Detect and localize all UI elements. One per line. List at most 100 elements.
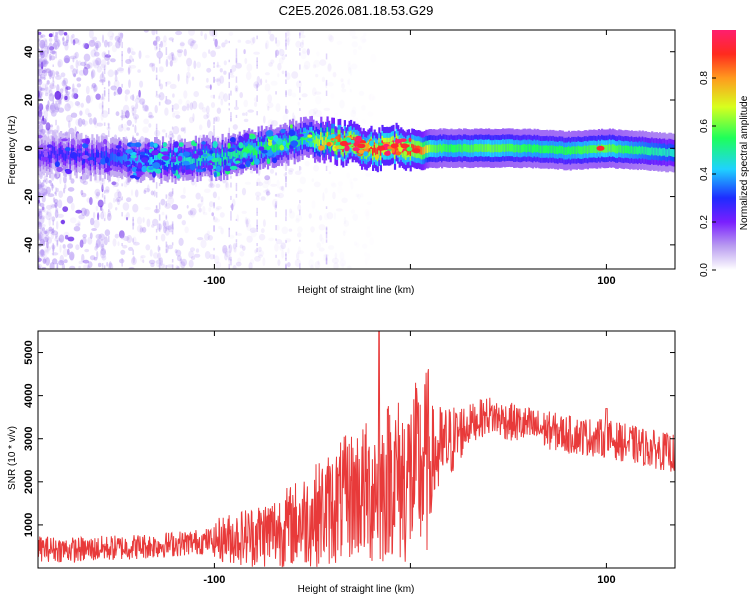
noise-blob <box>303 60 311 70</box>
colorbar-tick-label: 0.8 <box>699 71 710 85</box>
noise-blob <box>172 93 175 98</box>
noise-streak <box>235 48 238 56</box>
noise-streak <box>56 263 59 269</box>
ridge-blob <box>173 146 179 153</box>
noise-blob <box>338 181 343 186</box>
ridge-blob <box>235 160 241 164</box>
noise-streak <box>285 111 287 114</box>
ridge-cell <box>91 149 94 158</box>
ridge-blob <box>330 133 336 139</box>
noise-blob <box>133 114 139 120</box>
ridge-blob <box>116 152 121 157</box>
noise-blob <box>63 187 66 194</box>
ridge-cell <box>669 148 673 156</box>
noise-blob <box>113 79 120 88</box>
noise-blob <box>232 124 238 130</box>
noise-streak <box>235 193 238 198</box>
noise-blob <box>200 199 204 206</box>
noise-blob <box>71 92 77 99</box>
noise-blob <box>270 80 278 86</box>
noise-streak <box>213 38 215 42</box>
noise-blob <box>191 76 195 81</box>
noise-blob <box>253 97 258 102</box>
noise-blob <box>249 169 254 174</box>
noise-blob <box>361 105 366 111</box>
ridge-cell <box>100 150 103 159</box>
noise-streak <box>101 93 104 100</box>
noise-blob <box>91 69 96 78</box>
noise-blob <box>38 230 41 239</box>
ridge-cell <box>235 153 238 161</box>
noise-blob <box>183 90 188 99</box>
ridge-cell <box>157 154 160 163</box>
noise-streak <box>158 57 161 64</box>
noise-blob <box>96 60 101 66</box>
noise-streak <box>299 108 301 111</box>
noise-blob <box>379 70 383 77</box>
noise-blob <box>38 215 45 225</box>
noise-blob <box>219 75 225 84</box>
ridge-cell <box>557 146 560 155</box>
noise-streak <box>228 127 230 133</box>
noise-blob <box>255 191 262 197</box>
noise-blob <box>142 259 145 264</box>
ridge-cell <box>522 144 525 152</box>
noise-blob <box>63 184 67 190</box>
ridge-blob <box>309 140 313 148</box>
noise-blob <box>245 111 248 117</box>
noise-blob <box>38 129 46 135</box>
noise-blob <box>188 250 195 259</box>
noise-blob <box>169 83 177 89</box>
ridge-cell <box>227 148 230 157</box>
noise-blob <box>297 101 300 106</box>
ridge-cell <box>644 146 647 155</box>
ridge-cell <box>553 146 557 154</box>
ridge-cell <box>318 139 321 148</box>
noise-blob <box>42 236 49 243</box>
noise-blob <box>90 38 95 44</box>
noise-blob <box>38 121 41 125</box>
noise-blob <box>38 123 44 133</box>
noise-blob <box>158 66 164 73</box>
ridge-blob <box>177 155 183 162</box>
ridge-cell <box>491 144 494 153</box>
noise-blob <box>111 44 117 53</box>
noise-blob <box>38 255 41 263</box>
ridge-cell <box>66 151 69 159</box>
noise-blob <box>80 189 84 196</box>
noise-blob <box>88 30 94 39</box>
noise-streak <box>155 47 158 50</box>
noise-streak <box>275 172 277 176</box>
ridge-cell <box>155 152 158 161</box>
noise-blob <box>260 78 263 86</box>
noise-streak <box>108 123 110 129</box>
noise-blob <box>232 244 237 253</box>
noise-blob <box>48 89 53 97</box>
ridge-cell <box>379 148 382 156</box>
noise-blob <box>40 185 48 190</box>
noise-streak <box>165 49 168 55</box>
noise-blob <box>292 112 295 120</box>
noise-streak <box>256 84 258 88</box>
noise-blob <box>351 209 355 213</box>
noise-blob <box>43 49 48 58</box>
noise-streak <box>108 97 110 102</box>
noise-blob <box>181 105 187 112</box>
noise-streak <box>213 65 215 68</box>
noise-blob <box>209 30 216 37</box>
noise-blob <box>172 126 180 135</box>
noise-streak <box>132 94 134 101</box>
ridge-blob <box>56 166 63 173</box>
noise-blob <box>126 119 132 126</box>
noise-blob <box>218 95 221 100</box>
noise-blob <box>149 249 153 257</box>
ridge-cell <box>662 148 665 156</box>
noise-blob <box>247 109 254 113</box>
noise-streak <box>285 252 287 256</box>
noise-blob <box>190 256 196 260</box>
noise-blob <box>66 114 73 123</box>
ridge-cell <box>171 159 174 167</box>
noise-blob <box>318 247 325 252</box>
